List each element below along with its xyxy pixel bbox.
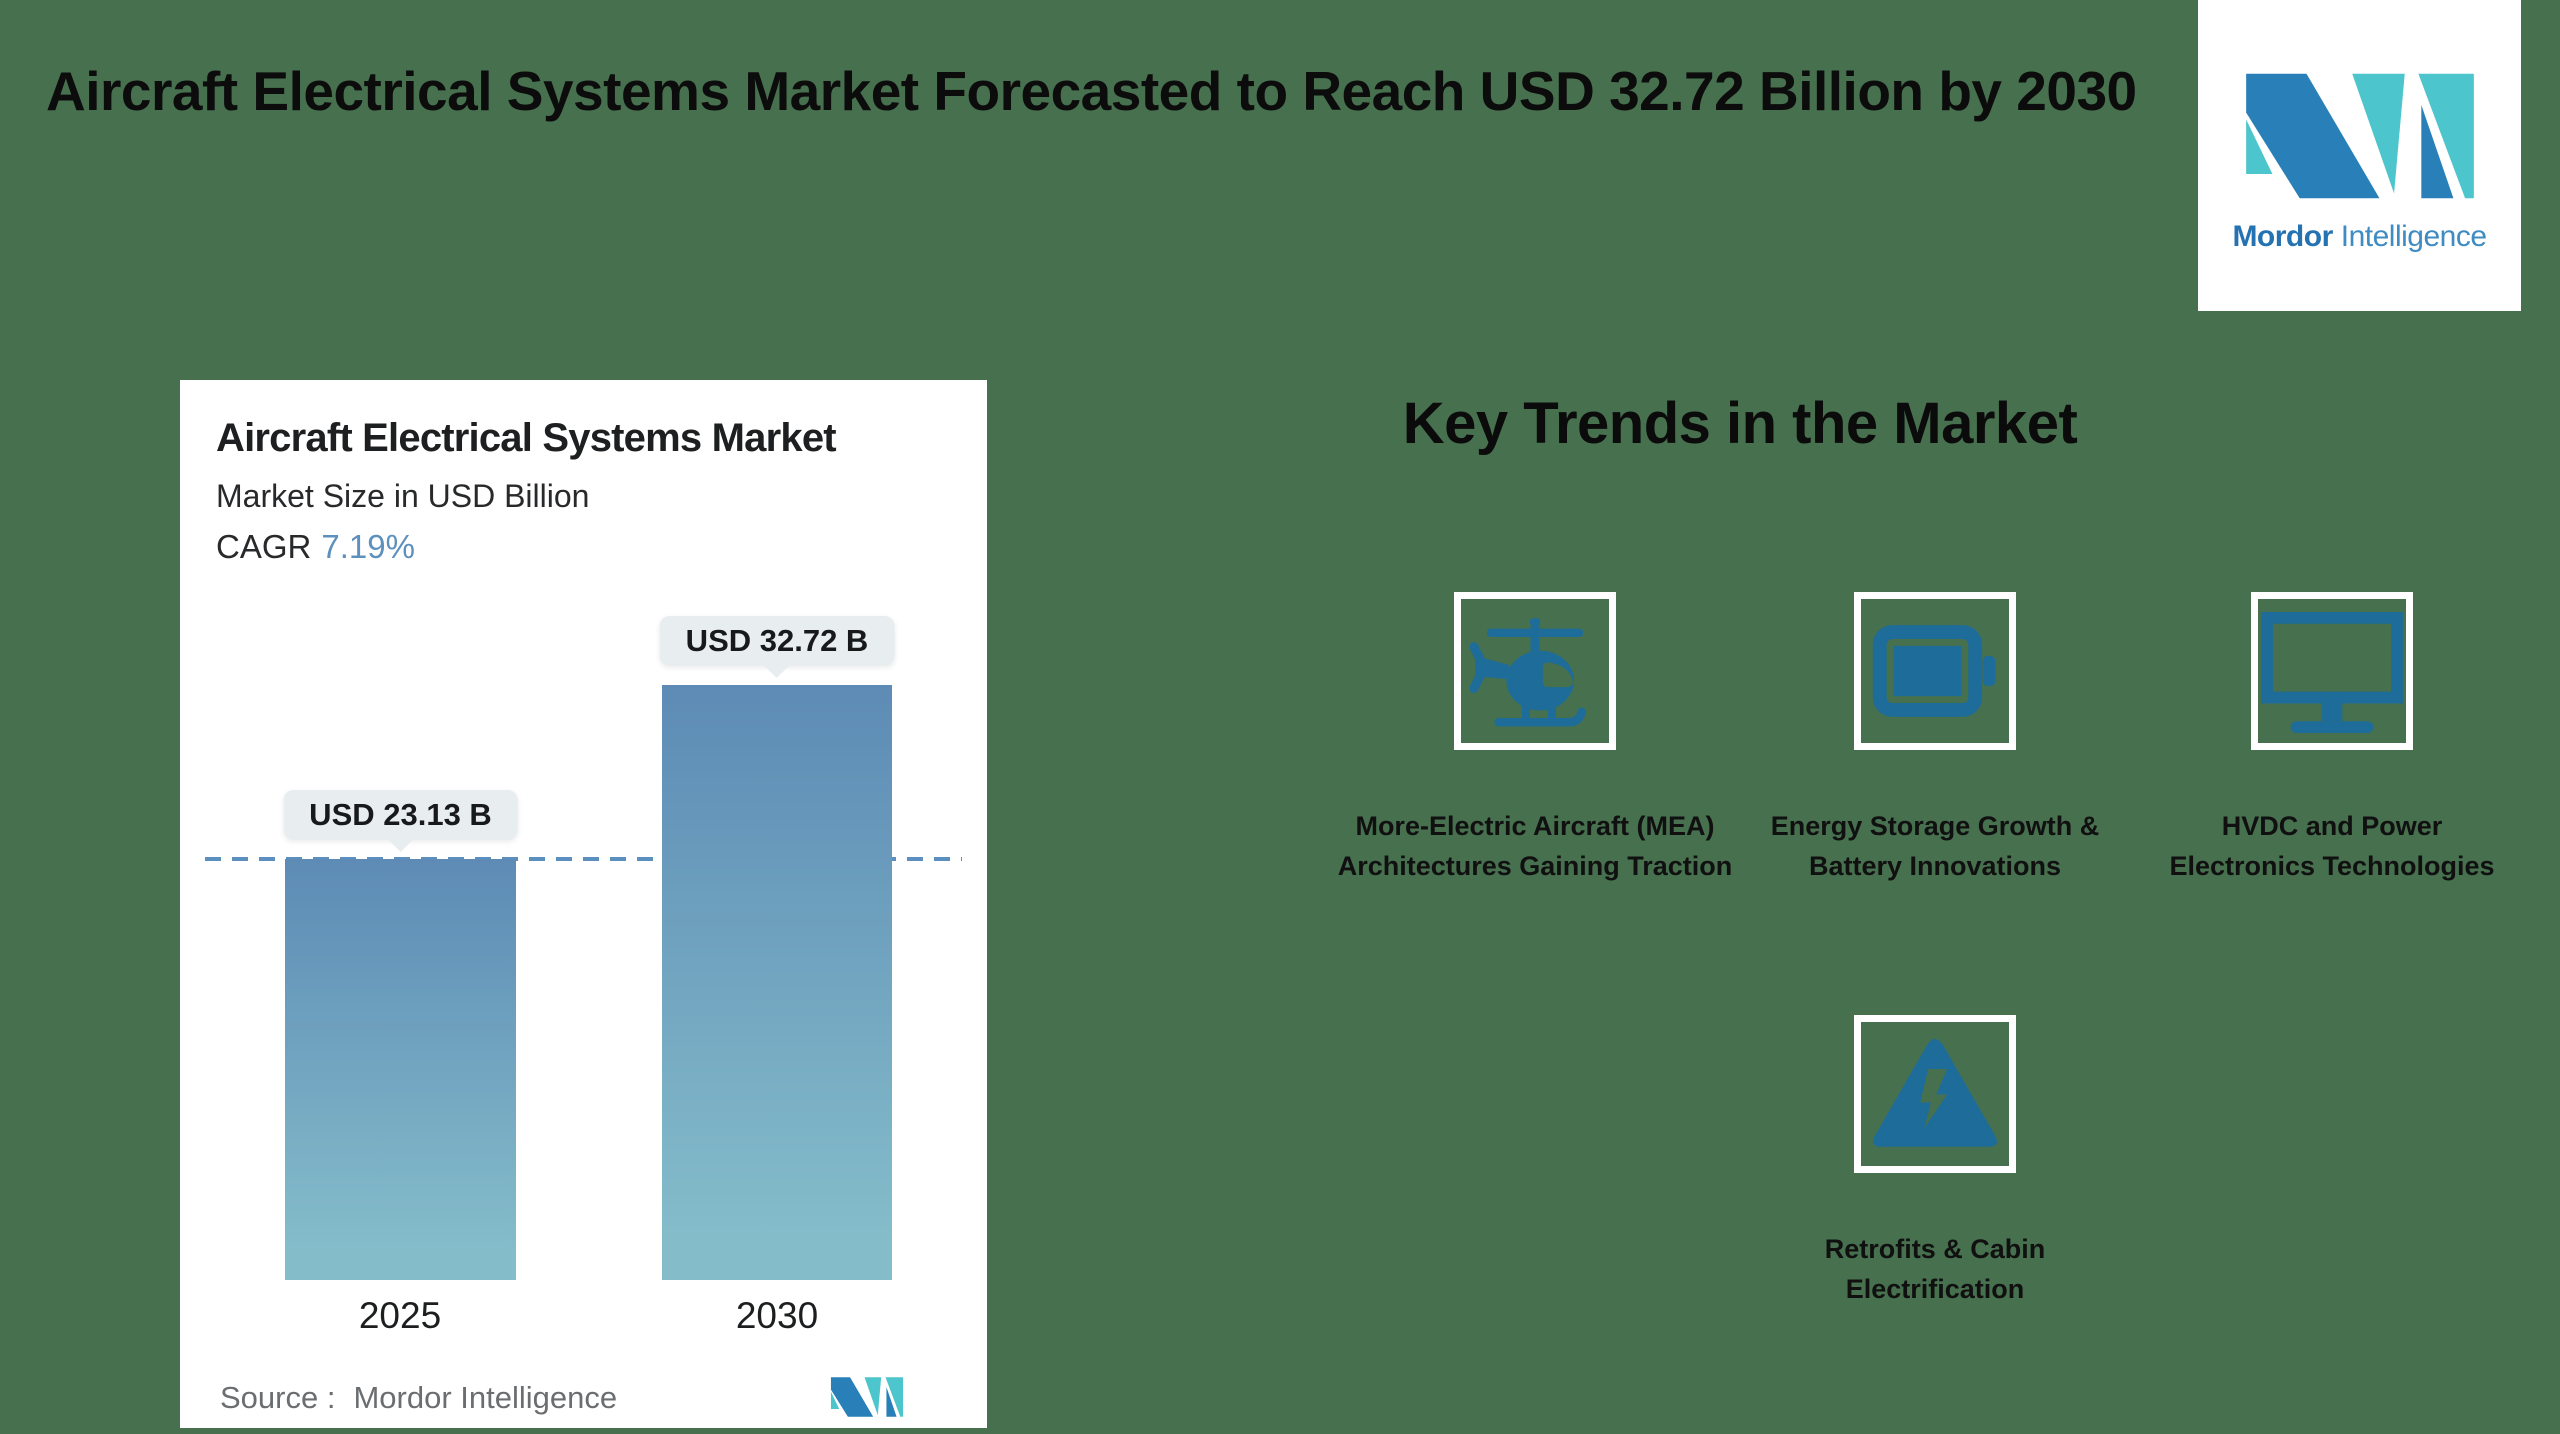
trend-item-energy-storage: Energy Storage Growth & Battery Innovati… xyxy=(1715,592,2155,886)
trend-label: HVDC and Power Electronics Technologies xyxy=(2169,811,2495,881)
mordor-mini-logo-icon xyxy=(830,1377,904,1417)
high-voltage-icon xyxy=(1873,1038,1997,1147)
value-label-2025: USD 23.13 B xyxy=(283,790,518,841)
trend-label: More-Electric Aircraft (MEA) Architectur… xyxy=(1337,811,1733,881)
brand-logo-card: Mordor Intelligence xyxy=(2198,0,2521,311)
cagr-label: CAGR xyxy=(216,528,312,565)
source-value: Mordor Intelligence xyxy=(353,1380,618,1415)
battery-icon xyxy=(1872,625,1996,717)
bar-column-2025: USD 23.13 B xyxy=(283,380,518,1280)
trend-label: Energy Storage Growth & Battery Innovati… xyxy=(1770,811,2100,881)
trend-frame xyxy=(1454,592,1616,750)
bar-column-2030: USD 32.72 B xyxy=(659,380,895,1280)
chart-subtitle: Market Size in USD Billion xyxy=(216,478,590,514)
x-axis-label-2025: 2025 xyxy=(358,1295,442,1336)
key-trends-heading: Key Trends in the Market xyxy=(1402,391,2078,456)
source-line: Source : Mordor Intelligence xyxy=(220,1380,617,1416)
trend-item-hvdc: HVDC and Power Electronics Technologies xyxy=(2112,592,2552,886)
brand-word-intelligence: Intelligence xyxy=(2340,220,2487,253)
bar-chart-plot: USD 23.13 B USD 32.72 B xyxy=(180,380,987,1280)
value-label-2030: USD 32.72 B xyxy=(659,616,895,666)
market-chart-card: Aircraft Electrical Systems Market Marke… xyxy=(180,380,987,1428)
trend-frame xyxy=(2251,592,2413,750)
trend-frame xyxy=(1854,592,2016,750)
brand-word-mordor: Mordor xyxy=(2232,220,2333,253)
bar-2025 xyxy=(285,859,516,1280)
trend-label: Retrofits & Cabin Electrification xyxy=(1824,1234,2046,1304)
page-title: Aircraft Electrical Systems Market Forec… xyxy=(46,60,2137,122)
source-label: Source : xyxy=(220,1380,336,1415)
helicopter-icon xyxy=(1470,617,1587,726)
trend-item-retrofits: Retrofits & Cabin Electrification xyxy=(1715,1015,2155,1309)
x-axis-label-2030: 2030 xyxy=(735,1295,819,1336)
chart-cagr-line: CAGR 7.19% xyxy=(216,528,415,566)
dashed-reference-line xyxy=(205,857,962,862)
chart-title: Aircraft Electrical Systems Market xyxy=(216,416,837,460)
trend-item-mea: More-Electric Aircraft (MEA) Architectur… xyxy=(1315,592,1755,886)
trend-frame xyxy=(1854,1015,2016,1173)
mordor-intelligence-logo-icon xyxy=(2245,73,2474,199)
bar-2030 xyxy=(662,685,892,1280)
monitor-icon xyxy=(2261,611,2403,733)
cagr-value: 7.19% xyxy=(321,528,415,565)
brand-wordmark: Mordor Intelligence xyxy=(2232,220,2487,254)
